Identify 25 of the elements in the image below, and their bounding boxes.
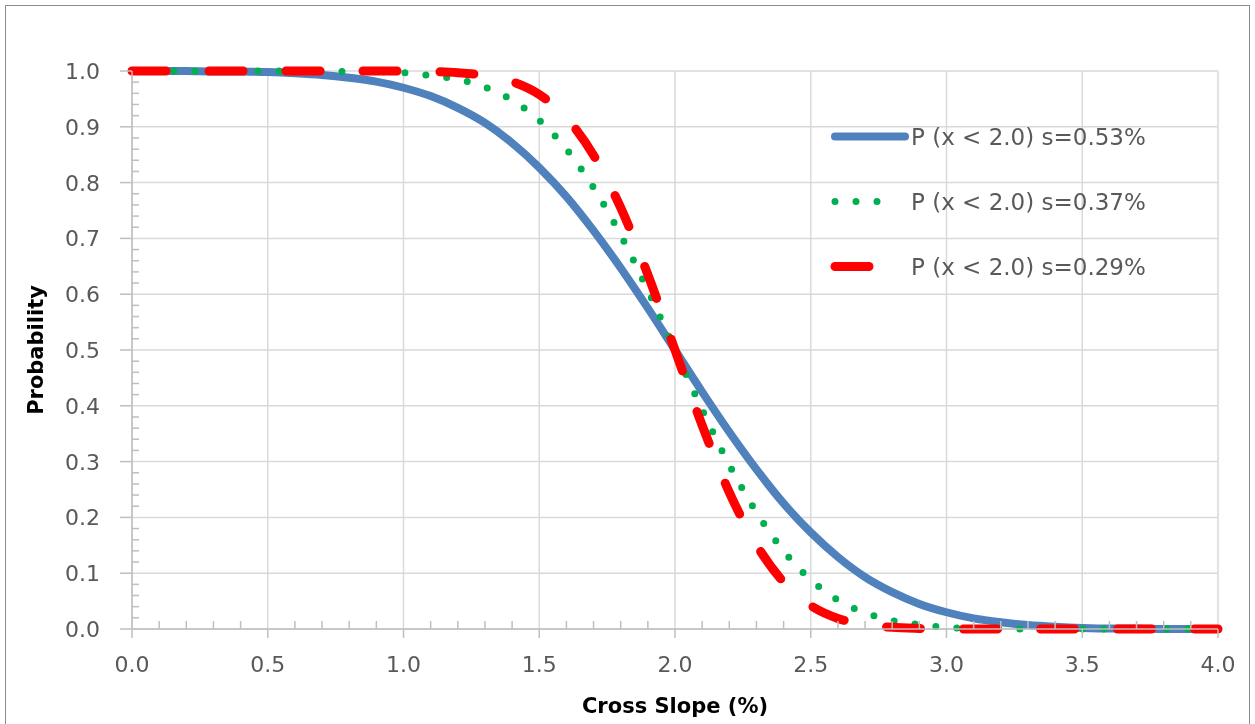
legend-label: P (x < 2.0) s=0.37%	[911, 188, 1146, 215]
x-tick-label: 1.5	[521, 652, 557, 677]
y-tick-label: 0.2	[65, 505, 100, 531]
legend-label: P (x < 2.0) s=0.53%	[911, 123, 1146, 150]
x-tick-label: 3.0	[929, 652, 964, 677]
y-tick-label: 0.3	[65, 449, 100, 475]
x-tick-label: 0.0	[114, 652, 150, 677]
x-tick-label: 2.0	[657, 652, 693, 677]
y-tick-label: 0.8	[65, 170, 100, 196]
x-tick-label: 2.5	[793, 652, 829, 677]
legend-label: P (x < 2.0) s=0.29%	[911, 253, 1146, 280]
y-tick-label: 0.9	[65, 114, 100, 140]
y-axis-title: Probability	[24, 284, 48, 415]
x-tick-label: 0.5	[250, 652, 286, 677]
x-tick-label: 3.5	[1064, 652, 1100, 677]
y-tick-label: 0.5	[65, 338, 100, 363]
y-tick-label: 1.0	[65, 59, 100, 84]
y-tick-label: 0.7	[65, 226, 100, 252]
y-tick-label: 0.6	[65, 282, 100, 308]
x-tick-label: 4.0	[1200, 652, 1236, 677]
x-axis-title: Cross Slope (%)	[581, 694, 769, 718]
y-tick-label: 0.1	[65, 561, 100, 587]
y-tick-label: 0.0	[65, 617, 100, 642]
y-tick-label: 0.4	[65, 393, 100, 419]
x-tick-label: 1.0	[386, 652, 421, 677]
